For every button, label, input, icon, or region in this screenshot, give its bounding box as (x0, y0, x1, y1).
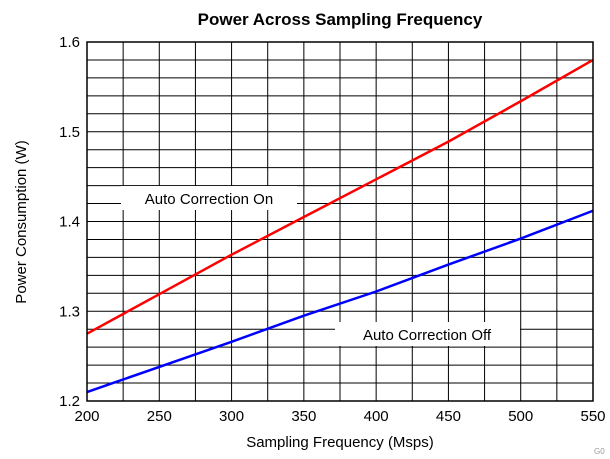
grid-lines (87, 42, 593, 401)
y-tick-label: 1.3 (59, 303, 80, 320)
chart-title: Power Across Sampling Frequency (198, 10, 483, 29)
annotation-off-bg (335, 322, 520, 346)
x-tick-label: 200 (74, 408, 99, 425)
x-tick-labels: 200 250 300 350 400 450 500 550 (74, 408, 605, 425)
x-tick-label: 550 (580, 408, 605, 425)
y-tick-label: 1.6 (59, 34, 80, 51)
series-layer (86, 58, 594, 394)
x-tick-label: 300 (219, 408, 244, 425)
annotation-on-bg (121, 186, 297, 210)
y-tick-label: 1.5 (59, 124, 80, 141)
x-axis-label: Sampling Frequency (Msps) (246, 434, 434, 451)
series-line-auto-correction-on (86, 58, 594, 335)
x-tick-label: 400 (364, 408, 389, 425)
x-tick-label: 450 (436, 408, 461, 425)
y-axis-label: Power Consumption (W) (13, 140, 30, 303)
annotation-off-label: Auto Correction Off (363, 327, 492, 344)
watermark: G0 (594, 447, 605, 456)
x-tick-label: 350 (291, 408, 316, 425)
plot-frame (86, 41, 594, 402)
annotation-on-label: Auto Correction On (145, 191, 273, 208)
y-tick-label: 1.2 (59, 393, 80, 410)
y-tick-labels: 1.2 1.3 1.4 1.5 1.6 (59, 34, 80, 410)
y-tick-label: 1.4 (59, 214, 80, 231)
x-tick-label: 500 (508, 408, 533, 425)
x-tick-label: 250 (147, 408, 172, 425)
series-line-auto-correction-off (86, 209, 594, 394)
